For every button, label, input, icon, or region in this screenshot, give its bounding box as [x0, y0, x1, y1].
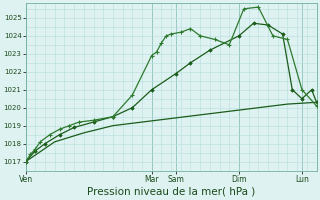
X-axis label: Pression niveau de la mer( hPa ): Pression niveau de la mer( hPa ): [87, 187, 255, 197]
